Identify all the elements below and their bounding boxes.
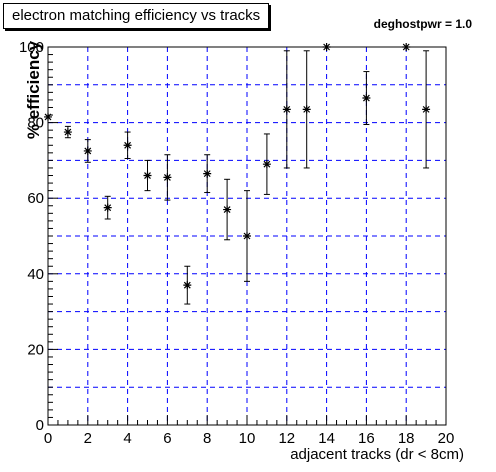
asterisk-marker [143, 171, 152, 180]
x-tick-label: 12 [278, 430, 295, 447]
asterisk-marker [44, 112, 52, 121]
asterisk-marker [223, 205, 232, 214]
data-point [302, 50, 311, 169]
asterisk-marker [203, 169, 212, 178]
asterisk-marker [262, 160, 271, 169]
asterisk-marker [422, 105, 431, 114]
data-point [243, 190, 251, 282]
x-tick-label: 2 [84, 430, 92, 447]
y-tick-label: 0 [36, 417, 44, 434]
data-point [362, 71, 371, 125]
asterisk-marker [163, 173, 172, 182]
y-tick-label: 40 [27, 266, 44, 283]
x-tick-label: 18 [398, 430, 415, 447]
data-points [44, 43, 431, 305]
parameter-annotation: deghostpwr = 1.0 [373, 17, 472, 31]
data-point [163, 154, 172, 201]
asterisk-marker [243, 232, 251, 240]
data-point [103, 195, 112, 220]
x-tick-label: 6 [163, 430, 171, 447]
data-point [143, 159, 152, 192]
data-point [123, 131, 132, 160]
data-point [422, 50, 431, 169]
asterisk-marker [83, 146, 92, 155]
data-point [322, 43, 331, 51]
y-axis-label: % efficiency [24, 40, 43, 140]
y-tick-labels: 0 20 40 60 80 100 [19, 39, 44, 434]
y-tick-label: 80 [27, 115, 44, 132]
y-tick-label: 60 [27, 190, 44, 207]
chart-title: electron matching efficiency vs tracks [3, 3, 270, 29]
x-tick-label: 20 [438, 430, 455, 447]
asterisk-marker [183, 281, 192, 290]
asterisk-marker [123, 141, 132, 150]
y-tick-label: 100 [19, 39, 44, 56]
x-tick-label: 0 [44, 430, 52, 447]
asterisk-marker [362, 94, 371, 103]
data-point [83, 139, 92, 163]
data-point [203, 154, 212, 194]
x-tick-labels: 0 2 4 6 8 10 12 14 16 18 20 [44, 430, 455, 447]
asterisk-marker [402, 43, 411, 51]
asterisk-marker [302, 105, 311, 114]
data-point [262, 133, 271, 195]
y-tick-label: 20 [27, 341, 44, 358]
asterisk-marker [322, 43, 331, 51]
asterisk-marker [282, 105, 291, 114]
x-tick-label: 10 [239, 430, 256, 447]
data-point [183, 265, 192, 305]
x-tick-label: 8 [203, 430, 211, 447]
asterisk-marker [63, 128, 72, 137]
data-point [223, 178, 232, 241]
x-tick-label: 14 [318, 430, 335, 447]
x-tick-label: 4 [123, 430, 131, 447]
data-point [402, 43, 411, 51]
data-point [44, 112, 52, 121]
axis-ticks [47, 46, 447, 426]
asterisk-marker [103, 203, 112, 212]
data-point [63, 125, 72, 139]
x-tick-label: 16 [358, 430, 375, 447]
x-axis-label: adjacent tracks (dr < 8cm) [290, 446, 464, 463]
data-point [282, 50, 291, 169]
